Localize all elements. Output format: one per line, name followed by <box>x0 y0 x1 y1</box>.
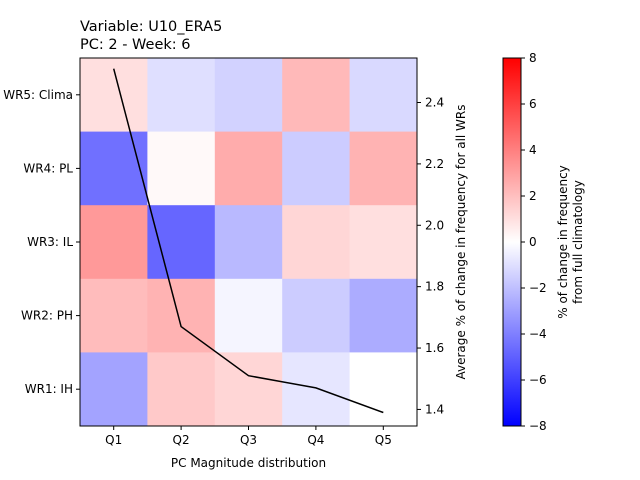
heatmap-cell <box>214 131 283 206</box>
chart-title: Variable: U10_ERA5 PC: 2 - Week: 6 <box>80 19 222 53</box>
y-tick-label: WR5: Clima <box>3 88 73 102</box>
heatmap-cell <box>147 352 216 427</box>
heatmap-cell <box>349 131 418 206</box>
x-axis-ticks: Q1 Q2 Q3 Q4 Q5 <box>105 426 392 447</box>
right-axis-label: Average % of change in frequency for all… <box>454 104 468 379</box>
x-tick-label: Q3 <box>240 433 257 447</box>
colorbar-tick-label: −8 <box>529 419 547 433</box>
colorbar-tick-label: 8 <box>529 51 537 65</box>
colorbar-tick-label: −2 <box>529 281 547 295</box>
colorbar-label-line-1: % of change in frequency <box>556 165 570 319</box>
y-axis-ticks: WR5: Clima WR4: PL WR3: IL WR2: PH WR1: IH <box>3 88 80 396</box>
y-tick-label: WR2: PH <box>21 309 73 323</box>
heatmap-cell <box>282 278 351 353</box>
colorbar-tick-label: 2 <box>529 189 537 203</box>
right-axis-ticks: 1.4 1.6 1.8 2.0 2.2 2.4 <box>417 96 444 416</box>
title-line-2: PC: 2 - Week: 6 <box>80 37 191 53</box>
right-tick-label: 1.4 <box>425 402 444 416</box>
heatmap-cell <box>349 278 418 353</box>
colorbar-label-line-2: from full climatology <box>571 180 585 304</box>
heatmap-cell <box>80 205 148 280</box>
colorbar-ticks: −8 −6 −4 −2 0 2 4 6 8 <box>521 51 547 433</box>
x-axis-label: PC Magnitude distribution <box>171 456 326 470</box>
heatmap-cell <box>214 352 283 427</box>
heatmap-cell <box>147 58 216 133</box>
heatmap-cell <box>282 352 351 427</box>
heatmap-cell <box>147 278 216 353</box>
colorbar-tick-label: 0 <box>529 235 537 249</box>
heatmap-cell <box>282 131 351 206</box>
colorbar-tick-label: −4 <box>529 327 547 341</box>
x-tick-label: Q2 <box>173 433 190 447</box>
right-tick-label: 2.4 <box>425 96 444 110</box>
heatmap-cell <box>349 352 418 427</box>
heatmap-cell <box>282 58 351 133</box>
heatmap-cell <box>349 205 418 280</box>
heatmap-cells <box>80 58 418 427</box>
y-tick-label: WR3: IL <box>27 235 73 249</box>
heatmap-cell <box>214 205 283 280</box>
colorbar <box>502 57 522 427</box>
heatmap-cell <box>147 205 216 280</box>
right-tick-label: 2.0 <box>425 218 444 232</box>
heatmap-cell <box>80 278 148 353</box>
average-change-line <box>112 68 384 414</box>
heatmap-cell <box>214 58 283 133</box>
right-tick-label: 2.2 <box>425 157 444 171</box>
x-tick-label: Q1 <box>105 433 122 447</box>
right-tick-label: 1.6 <box>425 341 444 355</box>
heatmap-cell <box>349 58 418 133</box>
colorbar-tick-label: 4 <box>529 143 537 157</box>
right-tick-label: 1.8 <box>425 280 444 294</box>
title-line-1: Variable: U10_ERA5 <box>80 19 222 35</box>
x-tick-label: Q5 <box>375 433 392 447</box>
colorbar-label: % of change in frequency from full clima… <box>556 165 585 319</box>
heatmap-cell <box>80 352 148 427</box>
x-tick-label: Q4 <box>307 433 324 447</box>
y-tick-label: WR4: PL <box>23 161 73 175</box>
heatmap-cell <box>80 131 148 206</box>
colorbar-tick-label: −6 <box>529 373 547 387</box>
y-tick-label: WR1: IH <box>25 382 73 396</box>
heatmap-cell <box>214 278 283 353</box>
heatmap-cell <box>282 205 351 280</box>
colorbar-tick-label: 6 <box>529 97 537 111</box>
heatmap-cell <box>147 131 216 206</box>
